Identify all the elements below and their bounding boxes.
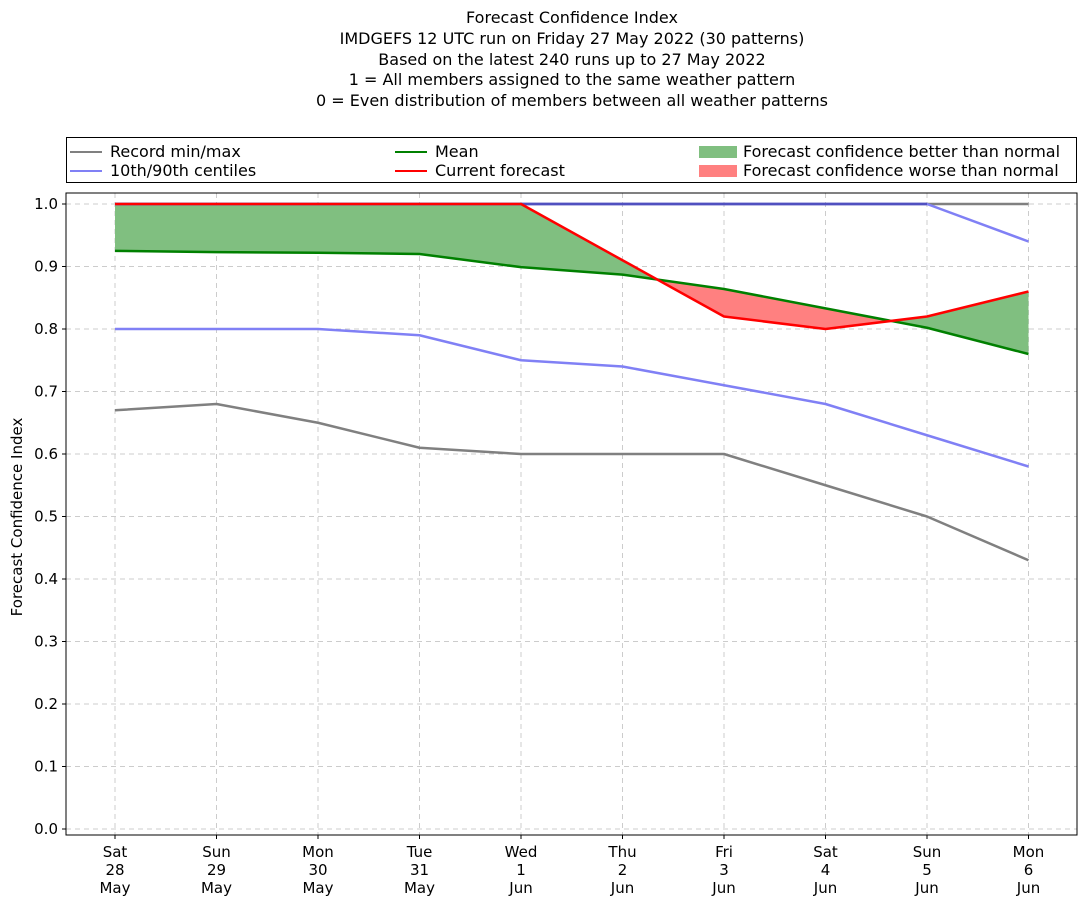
legend-swatch-mean: [395, 150, 427, 153]
x-tick-label-2: Mon 30 May: [302, 843, 334, 897]
x-tick-label-1: Sun 29 May: [201, 843, 232, 897]
x-tick-label-line: 6: [1024, 861, 1034, 879]
x-tick-label-line: 29: [207, 861, 226, 879]
x-tick-label-line: Sun: [202, 843, 231, 861]
x-tick-label-line: Mon: [302, 843, 334, 861]
legend-swatch-record: [70, 150, 102, 153]
x-tick-label-4: Wed 1 Jun: [505, 843, 538, 897]
y-tick-label-8: 0.8: [34, 320, 58, 338]
series-current-line: [115, 202, 1029, 331]
series-record-min-line: [114, 402, 1029, 562]
x-tick-label-line: Jun: [610, 879, 634, 897]
legend-swatch-centiles: [70, 169, 102, 172]
x-tick-label-6: Fri 3 Jun: [711, 843, 735, 897]
y-axis-ticks: 0.0 0.1 0.2 0.3 0.4 0.5 0.6 0.7 0.8 0.9 1.0: [34, 195, 66, 838]
x-tick-label-line: Sat: [813, 843, 838, 861]
legend-item-centiles: 10th/90th centiles: [70, 161, 256, 180]
legend-swatch-current: [395, 169, 427, 172]
y-axis-label: Forecast Confidence Index: [8, 418, 26, 617]
chart-subtitle-scale-max: 1 = All members assigned to the same wea…: [348, 70, 796, 90]
y-tick-label-7: 0.7: [34, 383, 58, 401]
x-tick-label-line: 30: [308, 861, 327, 879]
y-tick-label-5: 0.5: [34, 508, 58, 526]
x-tick-label-line: Tue: [406, 843, 433, 861]
fill-worse-1: [657, 279, 892, 329]
x-tick-label-line: 4: [821, 861, 831, 879]
legend-label-mean: Mean: [435, 142, 479, 161]
x-tick-label-line: Thu: [607, 843, 636, 861]
y-tick-label-6: 0.6: [34, 445, 58, 463]
y-tick-label-2: 0.2: [34, 695, 58, 713]
chart-legend: Record min/max 10th/90th centiles Mean C…: [66, 137, 1077, 183]
fill-better-0: [115, 204, 658, 280]
x-tick-label-line: Mon: [1013, 843, 1045, 861]
x-tick-label-line: May: [302, 879, 333, 897]
legend-label-record: Record min/max: [110, 142, 241, 161]
series-p10-line: [115, 327, 1029, 468]
x-tick-label-5: Thu 2 Jun: [607, 843, 636, 897]
x-tick-label-line: Jun: [1016, 879, 1040, 897]
x-tick-label-7: Sat 4 Jun: [813, 843, 838, 897]
x-tick-label-line: Jun: [813, 879, 837, 897]
y-tick-label-1: 0.1: [34, 758, 58, 776]
chart-title: Forecast Confidence Index: [466, 8, 678, 27]
legend-label-worse: Forecast confidence worse than normal: [743, 161, 1059, 180]
x-tick-label-line: Sat: [103, 843, 128, 861]
legend-label-better: Forecast confidence better than normal: [743, 142, 1061, 161]
x-tick-label-line: Wed: [505, 843, 538, 861]
x-tick-label-line: Jun: [508, 879, 532, 897]
y-tick-label-10: 1.0: [34, 195, 58, 213]
y-tick-label-0: 0.0: [34, 820, 58, 838]
x-tick-label-line: 5: [922, 861, 932, 879]
x-tick-label-line: Jun: [711, 879, 735, 897]
x-tick-label-line: Fri: [715, 843, 733, 861]
x-tick-label-9: Mon 6 Jun: [1013, 843, 1045, 897]
x-tick-label-8: Sun 5 Jun: [913, 843, 942, 897]
chart-subtitle-basis: Based on the latest 240 runs up to 27 Ma…: [378, 49, 766, 69]
x-tick-label-line: Jun: [914, 879, 938, 897]
legend-item-current: Current forecast: [395, 161, 565, 180]
confidence-fill-areas: [115, 204, 1029, 354]
x-tick-label-3: Tue 31 May: [404, 843, 435, 897]
chart-subtitle-run: IMDGEFS 12 UTC run on Friday 27 May 2022…: [339, 28, 805, 48]
y-tick-label-4: 0.4: [34, 570, 58, 588]
x-tick-label-line: 31: [410, 861, 429, 879]
legend-swatch-worse: [699, 164, 737, 177]
plot-frame: [65, 192, 1078, 836]
fill-better-2: [891, 291, 1029, 354]
chart-title-block: Forecast Confidence Index IMDGEFS 12 UTC…: [0, 8, 1092, 112]
series-lines: [114, 202, 1029, 562]
x-tick-label-0: Sat 28 May: [99, 843, 130, 897]
legend-item-record: Record min/max: [70, 142, 241, 161]
y-tick-label-3: 0.3: [34, 633, 58, 651]
chart-subtitle-scale-min: 0 = Even distribution of members between…: [315, 91, 829, 111]
x-tick-label-line: Sun: [913, 843, 942, 861]
x-tick-label-line: 3: [719, 861, 729, 879]
legend-item-better: Forecast confidence better than normal: [699, 142, 1060, 161]
legend-item-worse: Forecast confidence worse than normal: [699, 161, 1059, 180]
x-tick-label-line: May: [99, 879, 130, 897]
legend-swatch-better: [699, 145, 737, 158]
x-tick-label-line: May: [201, 879, 232, 897]
x-tick-label-line: May: [404, 879, 435, 897]
series-mean-line: [114, 249, 1029, 356]
x-tick-label-line: 2: [618, 861, 628, 879]
legend-item-mean: Mean: [395, 142, 479, 161]
x-tick-label-line: 28: [105, 861, 124, 879]
x-tick-label-line: 1: [516, 861, 526, 879]
grid-lines: [66, 193, 1077, 835]
y-tick-label-9: 0.9: [34, 258, 58, 276]
legend-label-current: Current forecast: [435, 161, 565, 180]
legend-label-centiles: 10th/90th centiles: [110, 161, 257, 180]
